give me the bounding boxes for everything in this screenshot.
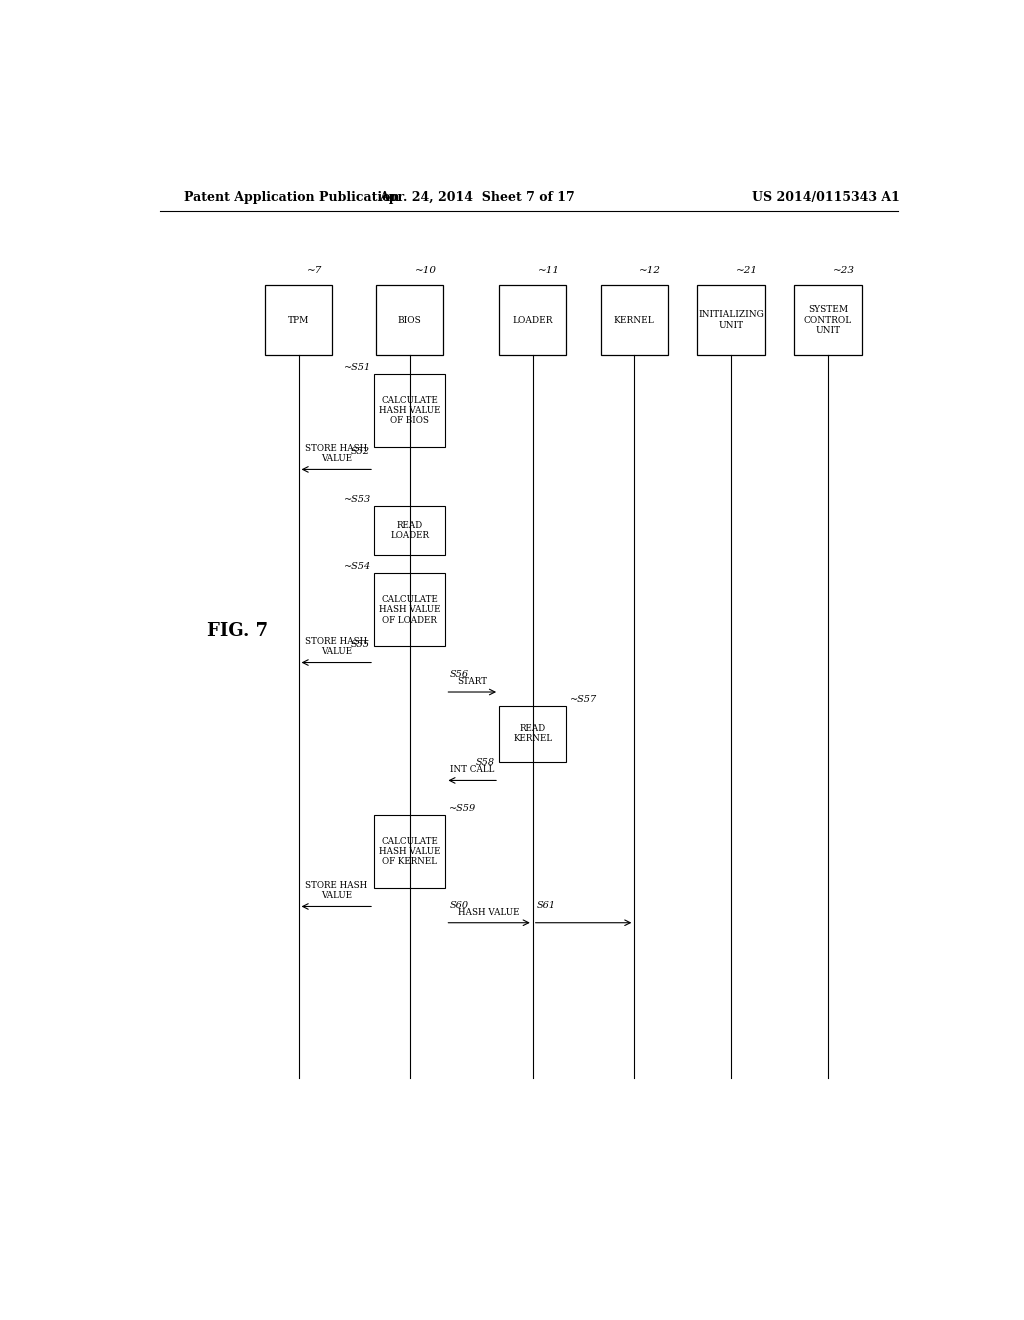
Text: ~7: ~7 <box>307 267 323 276</box>
Bar <box>601 285 668 355</box>
Bar <box>374 814 445 888</box>
Text: S56: S56 <box>450 669 469 678</box>
Text: S58: S58 <box>476 758 495 767</box>
Text: ~10: ~10 <box>415 267 436 276</box>
Bar <box>374 506 445 554</box>
Text: Patent Application Publication: Patent Application Publication <box>183 190 399 203</box>
Bar <box>499 285 566 355</box>
Text: ~S53: ~S53 <box>344 495 371 504</box>
Text: S61: S61 <box>537 900 556 909</box>
Text: INT CALL: INT CALL <box>450 766 495 775</box>
Bar <box>374 374 445 447</box>
Text: KERNEL: KERNEL <box>614 315 654 325</box>
Text: S55: S55 <box>351 640 370 649</box>
Text: READ
LOADER: READ LOADER <box>390 520 429 540</box>
Text: CALCULATE
HASH VALUE
OF BIOS: CALCULATE HASH VALUE OF BIOS <box>379 396 440 425</box>
Text: ~S57: ~S57 <box>569 694 597 704</box>
Text: Apr. 24, 2014  Sheet 7 of 17: Apr. 24, 2014 Sheet 7 of 17 <box>379 190 575 203</box>
Text: ~23: ~23 <box>833 267 855 276</box>
Text: CALCULATE
HASH VALUE
OF KERNEL: CALCULATE HASH VALUE OF KERNEL <box>379 837 440 866</box>
Bar <box>697 285 765 355</box>
Bar <box>265 285 333 355</box>
Text: SYSTEM
CONTROL
UNIT: SYSTEM CONTROL UNIT <box>804 305 852 335</box>
Text: S60: S60 <box>450 900 469 909</box>
Bar <box>499 706 566 762</box>
Text: ~S59: ~S59 <box>449 804 476 813</box>
Text: READ
KERNEL: READ KERNEL <box>513 723 552 743</box>
Text: FIG. 7: FIG. 7 <box>207 622 268 640</box>
Text: INITIALIZING
UNIT: INITIALIZING UNIT <box>698 310 764 330</box>
Text: START: START <box>458 677 487 686</box>
Text: LOADER: LOADER <box>512 315 553 325</box>
Text: CALCULATE
HASH VALUE
OF LOADER: CALCULATE HASH VALUE OF LOADER <box>379 595 440 624</box>
Text: ~11: ~11 <box>538 267 559 276</box>
Text: S52: S52 <box>351 447 370 457</box>
Text: ~21: ~21 <box>736 267 758 276</box>
Text: BIOS: BIOS <box>398 315 422 325</box>
Bar <box>795 285 861 355</box>
Text: US 2014/0115343 A1: US 2014/0115343 A1 <box>753 190 900 203</box>
Text: ~12: ~12 <box>639 267 662 276</box>
Text: STORE HASH
VALUE: STORE HASH VALUE <box>305 444 368 463</box>
Text: STORE HASH
VALUE: STORE HASH VALUE <box>305 638 368 656</box>
Text: TPM: TPM <box>288 315 309 325</box>
Bar <box>374 573 445 647</box>
Text: HASH VALUE: HASH VALUE <box>459 908 520 916</box>
Bar <box>376 285 443 355</box>
Text: ~S54: ~S54 <box>344 562 371 572</box>
Text: STORE HASH
VALUE: STORE HASH VALUE <box>305 880 368 900</box>
Text: ~S51: ~S51 <box>344 363 371 372</box>
